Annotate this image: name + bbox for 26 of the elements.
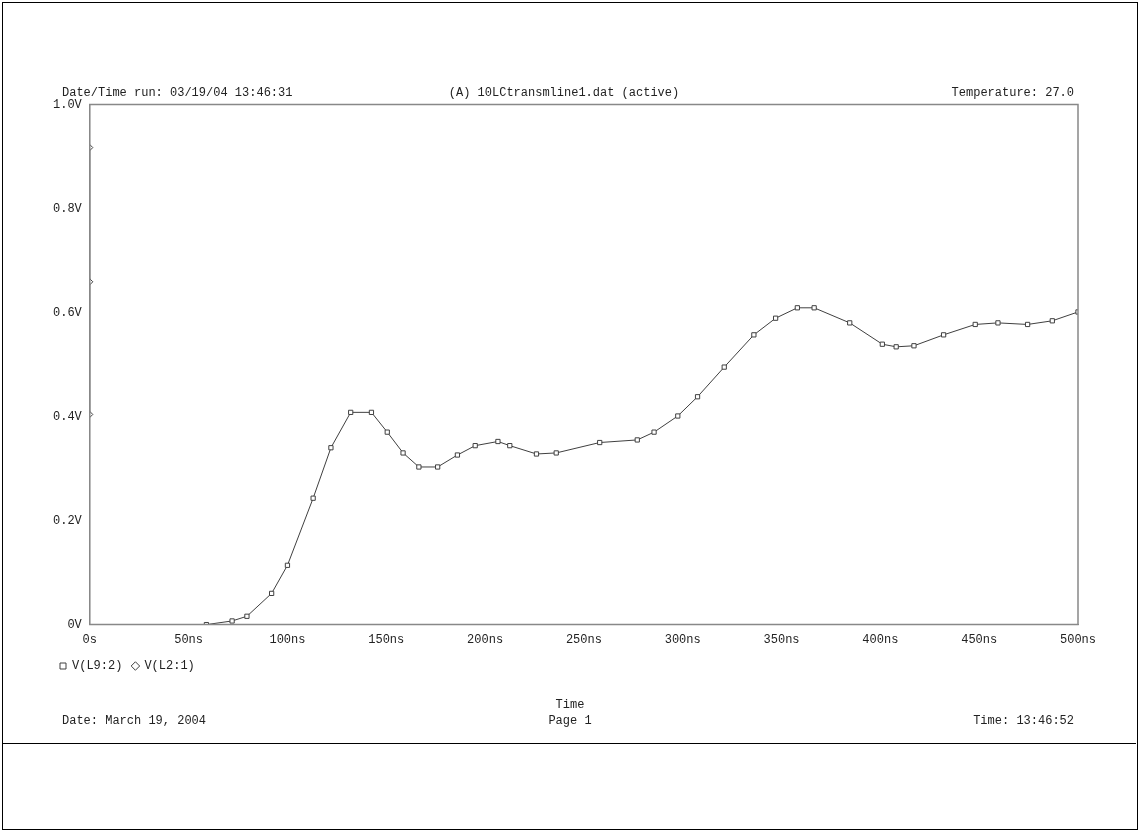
text: Date/Time run: 03/19/04 13:46:31 <box>62 86 293 100</box>
x-tick-label: 50ns <box>174 632 204 647</box>
legend-label: V(L9:2) <box>72 659 123 674</box>
y-tick-label: 0.8V <box>52 201 83 216</box>
text: Time: 13:46:52 <box>973 714 1074 728</box>
y-tick-label: 0.6V <box>52 305 83 320</box>
x-tick-label: 200ns <box>467 632 504 647</box>
x-tick-label: 150ns <box>368 632 405 647</box>
x-tick-label: 500ns <box>1059 632 1097 647</box>
x-tick-label: 300ns <box>664 632 701 647</box>
x-tick-label: 100ns <box>269 632 306 647</box>
x-axis-title: Time <box>554 698 586 712</box>
chart-title: (A) 10LCtransmline1.dat (active) <box>448 86 680 101</box>
x-tick-label: 350ns <box>763 632 800 647</box>
text: Page 1 <box>548 714 592 728</box>
text: Temperature: 27.0 <box>951 86 1074 100</box>
y-tick-label: 0V <box>67 617 83 632</box>
x-tick-label: 0s <box>82 632 98 647</box>
y-tick-label: 0.2V <box>52 513 83 528</box>
y-tick-label: 0.4V <box>52 409 83 424</box>
x-tick-label: 450ns <box>961 632 998 647</box>
text: Date: March 19, 2004 <box>62 714 207 728</box>
legend-label: V(L2:1) <box>144 659 195 674</box>
y-tick-label: 1.0V <box>52 97 83 112</box>
x-tick-label: 400ns <box>862 632 899 647</box>
x-tick-label: 250ns <box>565 632 602 647</box>
